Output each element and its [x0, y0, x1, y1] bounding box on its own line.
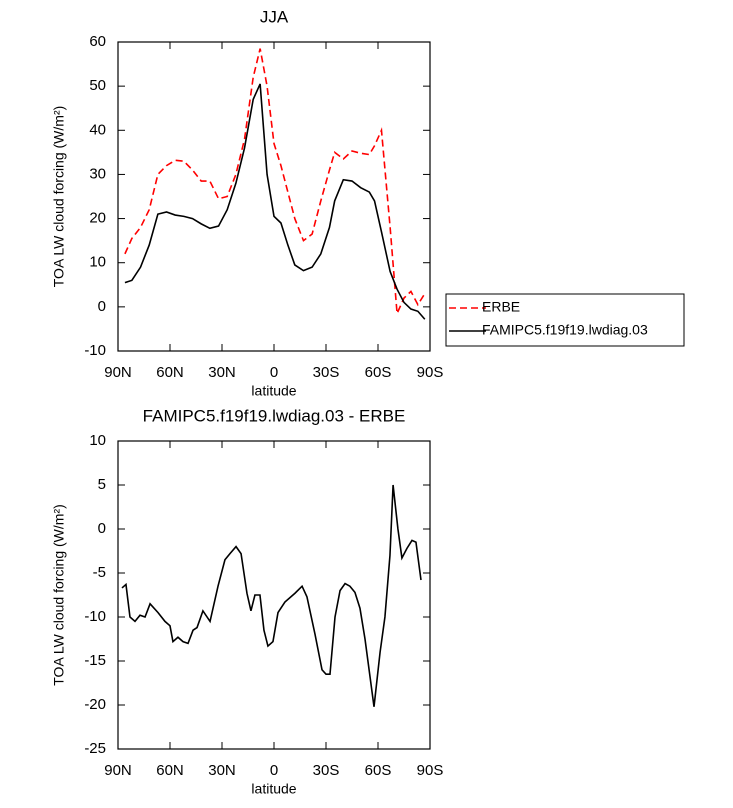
y-tick-label: 10: [89, 254, 106, 271]
x-tick-label: 30N: [208, 364, 236, 381]
y-tick-label: -5: [93, 564, 106, 581]
x-axis-label: latitude: [251, 781, 296, 797]
y-tick-label: 20: [89, 210, 106, 227]
y-axis-label: TOA LW cloud forcing (W/m²): [51, 106, 67, 288]
y-tick-label: -10: [84, 342, 106, 359]
y-tick-label: 5: [98, 476, 106, 493]
x-tick-label: 0: [270, 762, 278, 779]
x-tick-label: 30N: [208, 762, 236, 779]
legend-box: [445, 293, 685, 347]
y-tick-label: -15: [84, 652, 106, 669]
y-tick-label: -10: [84, 608, 106, 625]
y-tick-label: 0: [98, 520, 106, 537]
x-tick-label: 90S: [417, 762, 444, 779]
data-line: [124, 83, 426, 320]
y-tick-label: 10: [89, 432, 106, 449]
y-tick-label: 50: [89, 77, 106, 94]
data-line: [121, 484, 422, 707]
x-tick-label: 90N: [104, 364, 132, 381]
x-tick-label: 60N: [156, 364, 184, 381]
y-tick-label: 0: [98, 298, 106, 315]
plot-frame: [117, 41, 431, 352]
y-tick-label: 40: [89, 121, 106, 138]
plot-frame: [117, 440, 431, 750]
y-tick-label: 30: [89, 165, 106, 182]
x-axis-label: latitude: [251, 383, 296, 399]
y-tick-label: -20: [84, 696, 106, 713]
x-tick-label: 0: [270, 364, 278, 381]
x-tick-label: 90S: [417, 364, 444, 381]
x-tick-label: 60S: [365, 762, 392, 779]
legend-label: FAMIPC5.f19f19.lwdiag.03: [482, 322, 648, 338]
legend-label: ERBE: [482, 299, 520, 315]
chart-title: JJA: [260, 7, 289, 26]
chart-title: FAMIPC5.f19f19.lwdiag.03 - ERBE: [143, 406, 406, 425]
y-tick-label: -25: [84, 740, 106, 757]
x-tick-label: 60N: [156, 762, 184, 779]
y-axis-label: TOA LW cloud forcing (W/m²): [51, 504, 67, 686]
x-tick-label: 90N: [104, 762, 132, 779]
x-tick-label: 30S: [313, 364, 340, 381]
x-tick-label: 30S: [313, 762, 340, 779]
x-tick-label: 60S: [365, 364, 392, 381]
y-tick-label: 60: [89, 33, 106, 50]
data-line: [124, 48, 426, 314]
